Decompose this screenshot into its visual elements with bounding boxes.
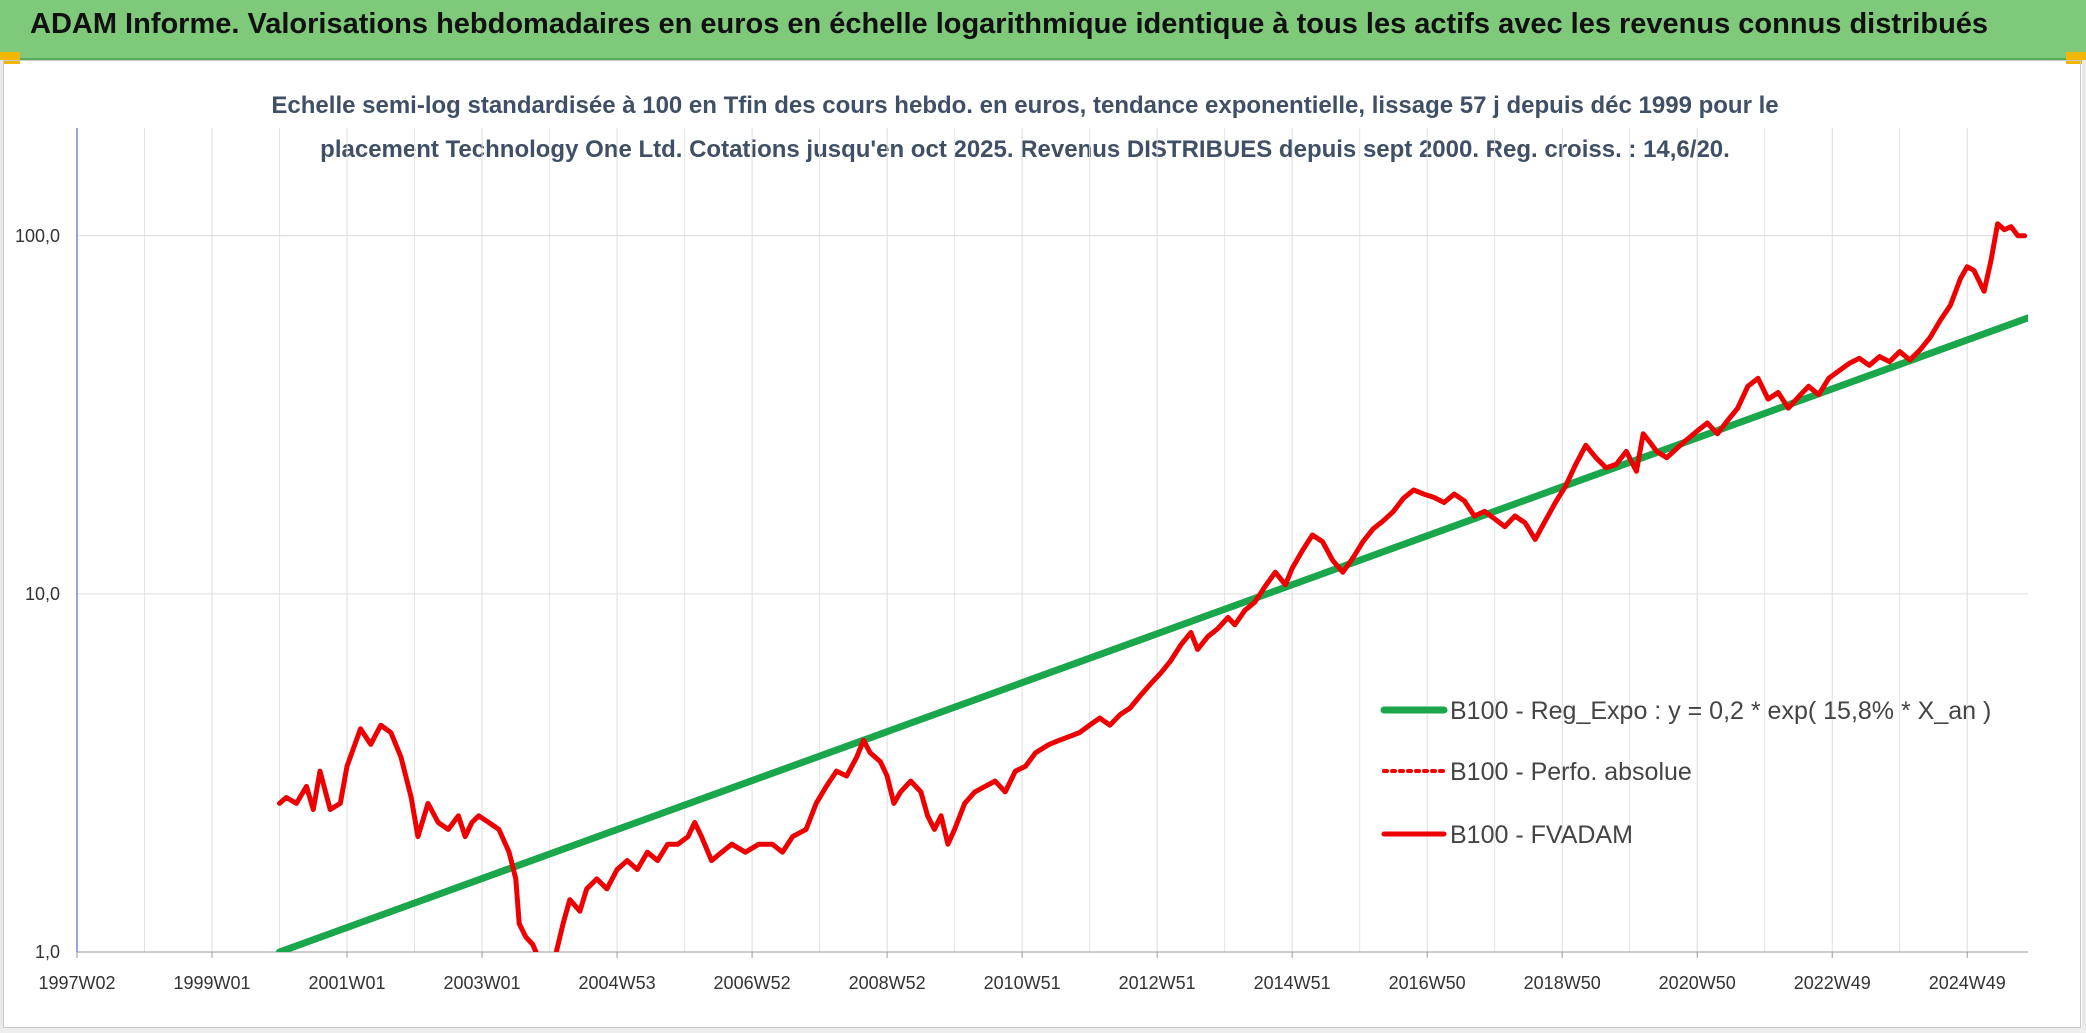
x-tick-label: 2022W49 <box>1794 973 1871 993</box>
trend-line <box>276 314 2028 952</box>
x-tick-label: 2010W51 <box>984 973 1061 993</box>
x-tick-label: 1999W01 <box>173 973 250 993</box>
left-edge <box>0 60 4 1033</box>
bottom-edge <box>0 1027 2086 1033</box>
x-tick-label: 2003W01 <box>444 973 521 993</box>
y-tick-label: 1,0 <box>35 942 60 962</box>
corner-marker-left <box>0 52 20 64</box>
chart-title-line-1: Echelle semi-log standardisée à 100 en T… <box>271 92 1779 119</box>
x-tick-label: 2006W52 <box>714 973 791 993</box>
x-tick-label: 1997W02 <box>38 973 115 993</box>
chart-frame <box>3 60 2081 1028</box>
page-title: ADAM Informe. Valorisations hebdomadaire… <box>30 8 1989 40</box>
y-tick-label: 10,0 <box>25 584 60 604</box>
right-edge <box>2082 60 2086 1033</box>
x-tick-label: 2016W50 <box>1389 973 1466 993</box>
x-tick-label: 2004W53 <box>579 973 656 993</box>
y-tick-label: 100,0 <box>15 226 60 246</box>
legend-label: B100 - Perfo. absolue <box>1450 758 1692 786</box>
x-tick-label: 2008W52 <box>849 973 926 993</box>
x-tick-label: 2020W50 <box>1659 973 1736 993</box>
fvadam-line <box>277 221 2028 952</box>
x-tick-label: 2018W50 <box>1524 973 1601 993</box>
legend-label: B100 - FVADAM <box>1450 821 1633 849</box>
x-tick-label: 2012W51 <box>1119 973 1196 993</box>
grid-lines <box>76 128 2028 953</box>
x-tick-label: 2024W49 <box>1929 973 2006 993</box>
legend: B100 - Reg_Expo : y = 0,2 * exp( 15,8% *… <box>1380 697 1991 849</box>
axes: 1997W02 1999W01 2001W01 2003W01 2004W53 2006W… <box>15 128 2028 993</box>
x-tick-label: 2014W51 <box>1254 973 1331 993</box>
series-layer <box>276 221 2028 952</box>
x-tick-label: 2001W01 <box>309 973 386 993</box>
corner-marker-right <box>2066 52 2086 64</box>
legend-label: B100 - Reg_Expo : y = 0,2 * exp( 15,8% *… <box>1450 697 1991 725</box>
title-banner: ADAM Informe. Valorisations hebdomadaire… <box>0 0 2086 60</box>
